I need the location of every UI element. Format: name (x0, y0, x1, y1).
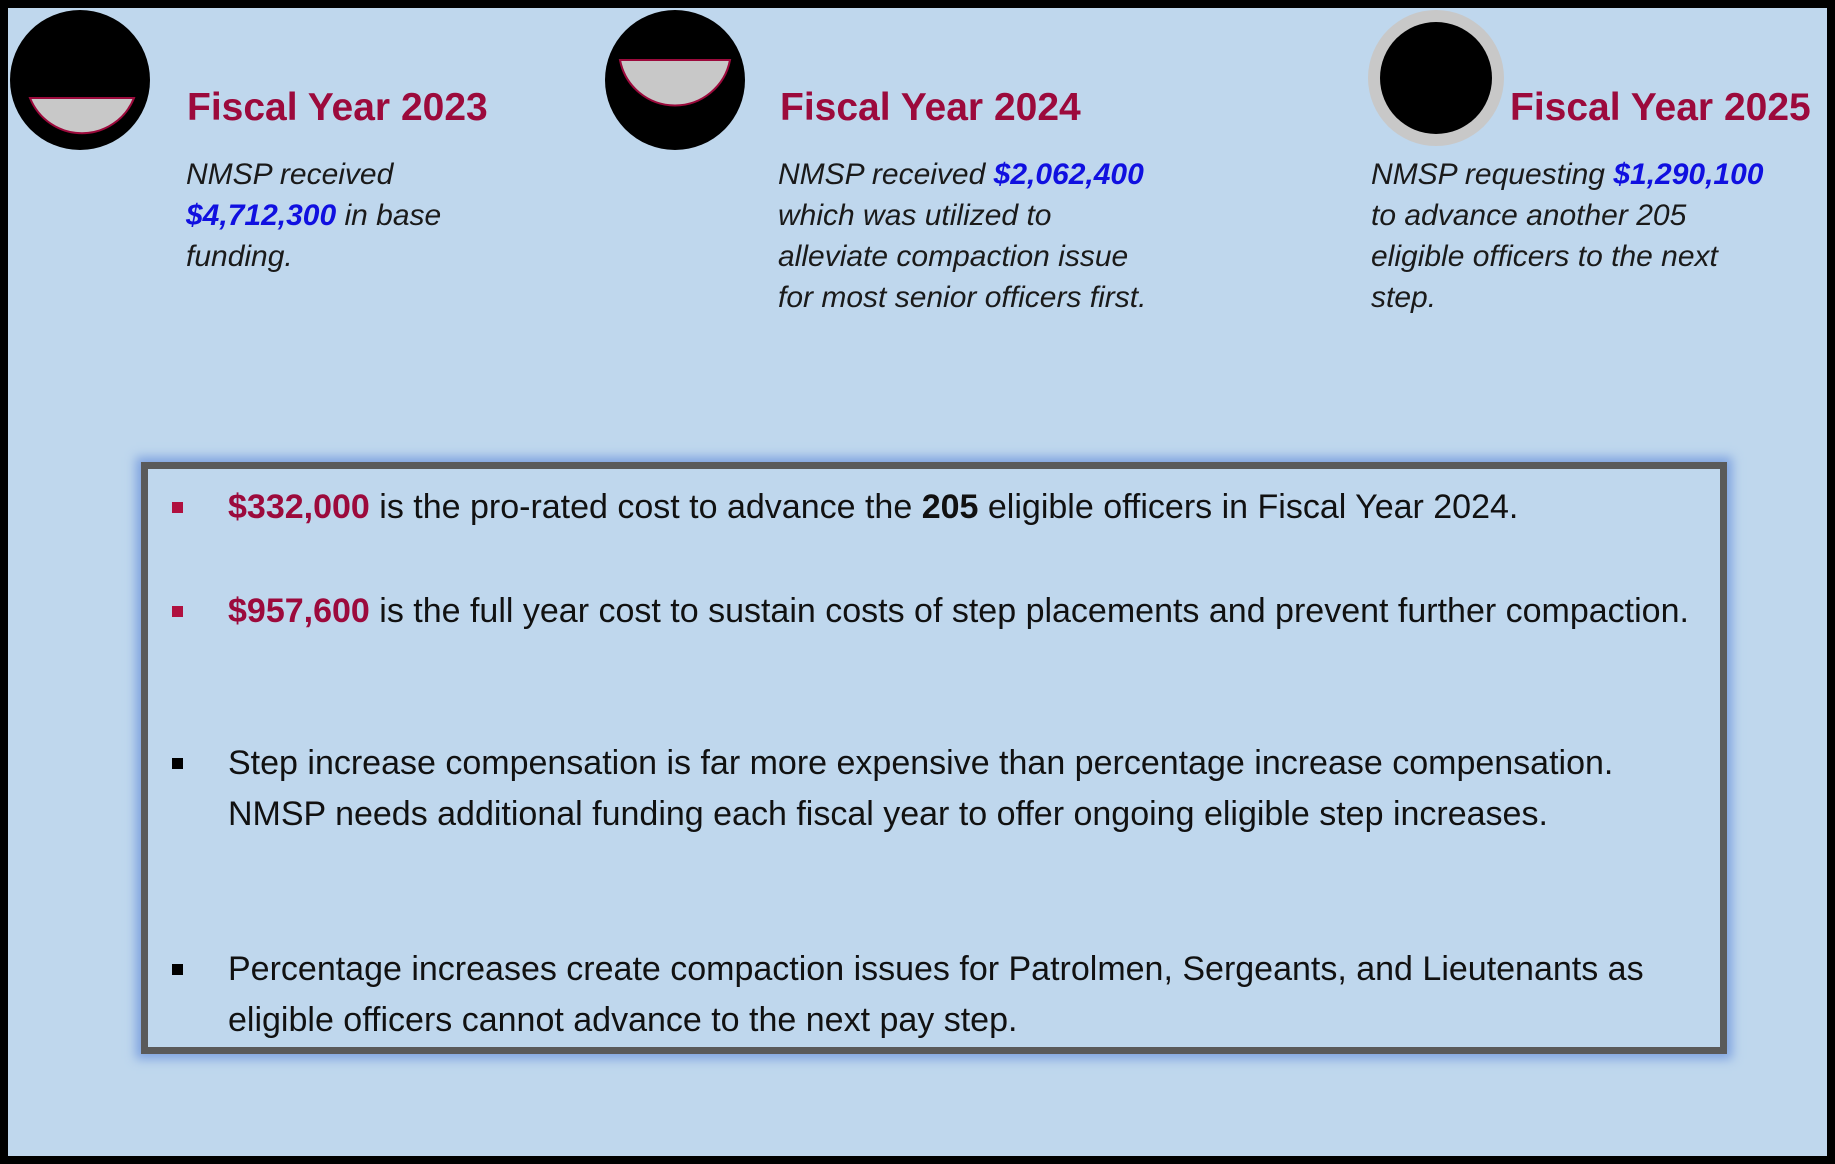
text: Step increase compensation is far more e… (228, 744, 1614, 833)
text: NMSP requesting (1371, 158, 1605, 191)
column-text: NMSP received $2,062,400 which was utili… (778, 154, 1168, 318)
bullet-marker (172, 964, 183, 975)
amount: $957,600 (228, 592, 370, 630)
bullet-marker (172, 758, 183, 769)
text: in base funding. (186, 199, 442, 273)
column-text: NMSP received $4,712,300 in base funding… (186, 154, 516, 277)
icon-fill (1380, 22, 1492, 134)
amount: $4,712,300 (186, 199, 337, 232)
icon-fill (618, 59, 732, 107)
bullet-marker (172, 502, 183, 513)
text: NMSP received (778, 158, 986, 191)
amount: $2,062,400 (993, 158, 1144, 191)
text: NMSP received (186, 158, 394, 191)
bullet-box: $332,000 is the pro-rated cost to advanc… (141, 462, 1727, 1054)
text: is the pro-rated cost to advance the (379, 488, 913, 526)
icons (10, 10, 1504, 150)
column-text: NMSP requesting $1,290,100 to advance an… (1371, 154, 1771, 318)
bullet: $957,600 is the full year cost to sustai… (172, 586, 1698, 637)
text: Percentage increases create compaction i… (228, 950, 1644, 1039)
column-title: Fiscal Year 2025 (1510, 86, 1811, 129)
bullet: Step increase compensation is far more e… (172, 738, 1698, 840)
icon-fill (28, 97, 136, 135)
bullet: Percentage increases create compaction i… (172, 944, 1698, 1046)
bullet-marker (172, 606, 183, 617)
column-title: Fiscal Year 2024 (780, 86, 1081, 129)
text: to advance another 205 eligible officers… (1371, 199, 1718, 314)
text: which was utilized to alleviate compacti… (778, 199, 1147, 314)
amount: $1,290,100 (1613, 158, 1764, 191)
text: eligible officers in Fiscal Year 2024. (987, 488, 1519, 526)
bullet: $332,000 is the pro-rated cost to advanc… (172, 482, 1698, 533)
text: is the full year cost to sustain costs o… (379, 592, 1689, 630)
count: 205 (921, 488, 979, 526)
column-title: Fiscal Year 2023 (187, 86, 488, 129)
amount: $332,000 (228, 488, 370, 526)
